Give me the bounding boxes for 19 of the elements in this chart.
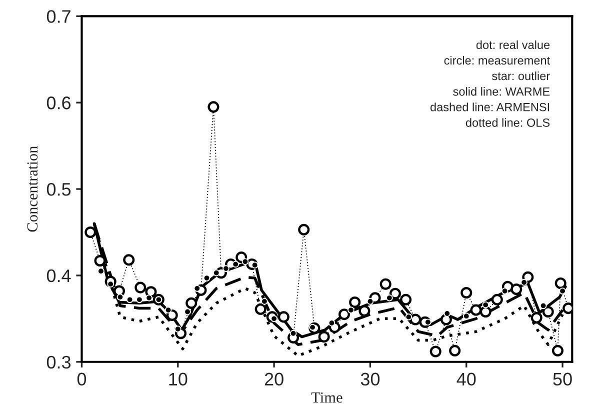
y-tick-label: 0.5 xyxy=(46,182,71,196)
annotation: star: outlier xyxy=(492,71,550,80)
x-tick-label: 30 xyxy=(360,372,380,386)
x-tick-label: 50 xyxy=(553,372,572,386)
x-tick-label: 10 xyxy=(169,372,188,386)
annotation: dashed line: ARMENSI xyxy=(430,102,549,112)
y-tick-label: 0.3 xyxy=(46,356,71,369)
y-axis-title: Concentration xyxy=(27,146,38,232)
annotation: dot: real value xyxy=(476,40,550,50)
annotation: dotted line: OLS xyxy=(466,118,550,127)
annotation: solid line: WARME xyxy=(453,87,550,96)
y-tick-label: 0.4 xyxy=(46,269,71,282)
annotation: circle: measurement xyxy=(444,56,550,65)
x-tick-label: 0 xyxy=(77,372,86,386)
x-tick-label: 20 xyxy=(264,372,284,386)
y-tick-label: 0.7 xyxy=(46,10,70,23)
x-tick-label: 40 xyxy=(456,372,476,386)
y-tick-label: 0.6 xyxy=(46,96,71,110)
x-axis-title: Time xyxy=(311,392,342,403)
